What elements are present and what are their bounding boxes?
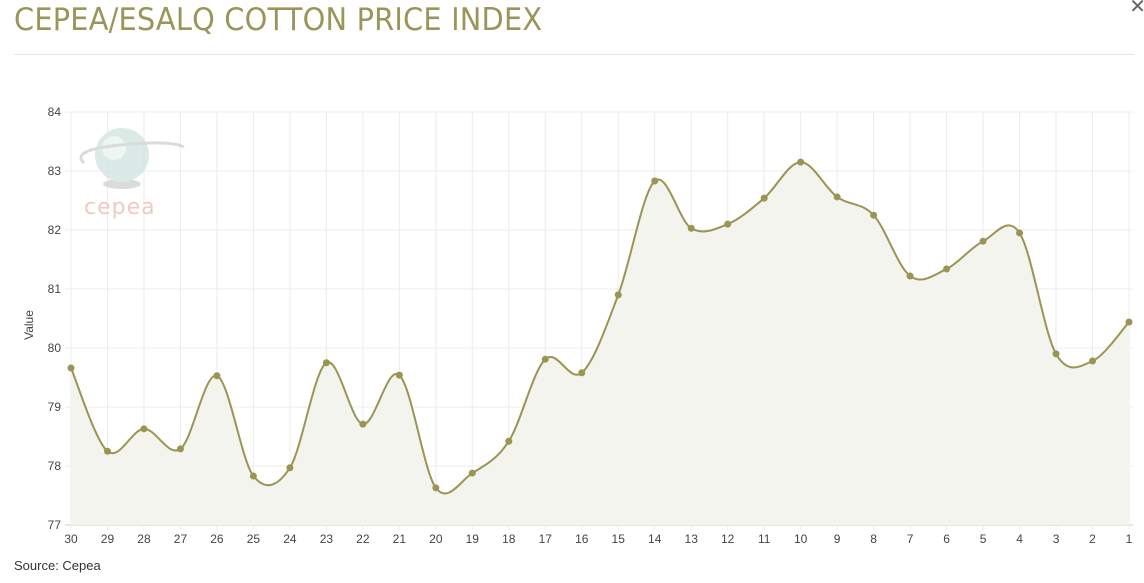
data-point-13[interactable] (687, 224, 695, 232)
data-point-29[interactable] (103, 447, 111, 455)
data-point-10[interactable] (797, 158, 805, 166)
cepea-logo: cepea (79, 128, 185, 220)
y-tick-label: 81 (48, 282, 62, 296)
data-point-21[interactable] (395, 371, 403, 379)
x-tick-label: 4 (1016, 532, 1023, 546)
y-axis-label: Value (22, 310, 36, 340)
x-tick-label: 7 (907, 532, 914, 546)
data-point-11[interactable] (760, 194, 768, 202)
data-point-27[interactable] (176, 445, 184, 453)
data-point-7[interactable] (906, 272, 914, 280)
data-point-22[interactable] (359, 420, 367, 428)
x-tick-label: 20 (429, 532, 443, 546)
close-icon[interactable]: ✕ (1129, 0, 1144, 18)
y-tick-label: 82 (48, 223, 62, 237)
x-tick-label: 24 (283, 532, 297, 546)
x-tick-label: 23 (320, 532, 334, 546)
x-tick-label: 17 (539, 532, 553, 546)
x-tick-label: 22 (356, 532, 370, 546)
y-tick-label: 84 (48, 105, 62, 119)
x-tick-label: 28 (137, 532, 151, 546)
x-tick-label: 29 (101, 532, 115, 546)
y-tick-label: 83 (48, 164, 62, 178)
svg-text:cepea: cepea (84, 195, 156, 220)
data-point-4[interactable] (1016, 229, 1024, 237)
x-tick-label: 6 (943, 532, 950, 546)
x-tick-label: 21 (393, 532, 407, 546)
x-tick-label: 2 (1089, 532, 1096, 546)
x-tick-label: 27 (174, 532, 188, 546)
x-tick-label: 18 (502, 532, 516, 546)
y-tick-label: 79 (48, 400, 62, 414)
data-point-3[interactable] (1052, 350, 1060, 358)
page-title: CEPEA/ESALQ COTTON PRICE INDEX (14, 2, 543, 38)
data-point-15[interactable] (614, 291, 622, 299)
y-tick-label: 78 (48, 459, 62, 473)
data-point-8[interactable] (870, 211, 878, 219)
x-tick-label: 1 (1126, 532, 1133, 546)
x-tick-label: 16 (575, 532, 589, 546)
x-tick-label: 19 (466, 532, 480, 546)
x-tick-label: 3 (1053, 532, 1060, 546)
x-tick-label: 15 (612, 532, 626, 546)
data-point-5[interactable] (979, 237, 987, 245)
title-divider (14, 54, 1134, 55)
data-point-19[interactable] (468, 469, 476, 477)
x-tick-label: 8 (870, 532, 877, 546)
y-tick-label: 77 (48, 518, 62, 532)
data-point-26[interactable] (213, 372, 221, 380)
data-point-23[interactable] (322, 359, 330, 367)
x-tick-label: 12 (721, 532, 735, 546)
data-point-17[interactable] (541, 355, 549, 363)
x-tick-label: 11 (758, 532, 771, 546)
x-tick-label: 30 (64, 532, 78, 546)
x-tick-label: 25 (247, 532, 261, 546)
data-point-18[interactable] (505, 437, 513, 445)
data-point-1[interactable] (1125, 318, 1133, 326)
data-point-14[interactable] (651, 177, 659, 185)
data-point-25[interactable] (249, 472, 257, 480)
data-point-2[interactable] (1089, 357, 1097, 365)
x-tick-label: 14 (648, 532, 662, 546)
y-tick-label: 80 (48, 341, 62, 355)
data-point-12[interactable] (724, 220, 732, 228)
data-point-20[interactable] (432, 484, 440, 492)
data-point-9[interactable] (833, 193, 841, 201)
data-point-28[interactable] (140, 425, 148, 433)
data-point-30[interactable] (67, 364, 75, 372)
x-tick-label: 9 (834, 532, 841, 546)
x-tick-label: 26 (210, 532, 224, 546)
data-point-16[interactable] (578, 369, 586, 377)
data-point-24[interactable] (286, 464, 294, 472)
source-text: Source: Cepea (14, 558, 101, 573)
x-tick-label: 13 (685, 532, 699, 546)
data-point-6[interactable] (943, 265, 951, 273)
x-tick-label: 10 (794, 532, 808, 546)
x-tick-label: 5 (980, 532, 987, 546)
